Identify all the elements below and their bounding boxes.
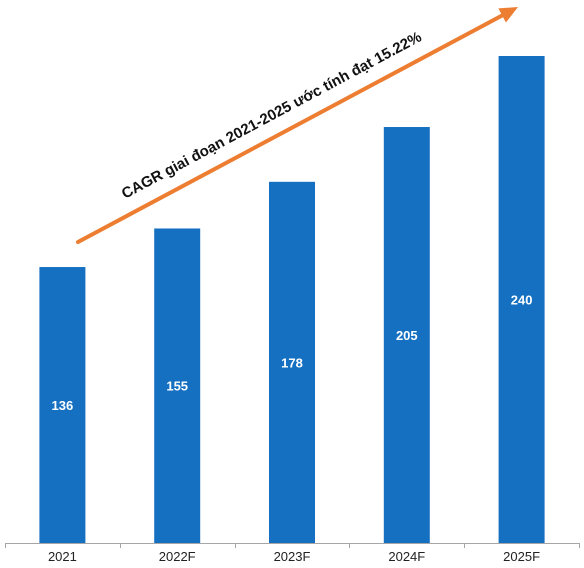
trend-arrow-line bbox=[76, 13, 505, 244]
value-label: 240 bbox=[511, 293, 533, 308]
value-label: 178 bbox=[281, 355, 303, 370]
bar-2024f bbox=[383, 127, 430, 543]
bar-2022f bbox=[154, 228, 201, 543]
value-label: 155 bbox=[166, 379, 188, 394]
trend-arrow-head bbox=[498, 7, 518, 23]
value-label: 205 bbox=[396, 328, 418, 343]
value-label: 136 bbox=[52, 398, 74, 413]
bar-group bbox=[39, 56, 545, 543]
bar-2025f bbox=[498, 56, 545, 543]
x-tick-label: 2024F bbox=[388, 549, 425, 564]
cagr-arrow bbox=[76, 7, 518, 244]
x-tick-label: 2025F bbox=[503, 549, 540, 564]
cagr-annotation: CAGR giai đoạn 2021-2025 ước tính đạt 15… bbox=[119, 29, 425, 203]
x-tick-label: 2022F bbox=[159, 549, 196, 564]
x-axis-ticks bbox=[5, 543, 580, 548]
x-tick-label: 2023F bbox=[274, 549, 311, 564]
value-label-group: 136 155 178 205 240 bbox=[52, 293, 533, 414]
x-tick-label: 2021 bbox=[48, 549, 77, 564]
bar-2021 bbox=[39, 267, 86, 543]
x-tick-label-group: 2021 2022F 2023F 2024F 2025F bbox=[48, 549, 540, 564]
bar-2023f bbox=[269, 181, 315, 543]
